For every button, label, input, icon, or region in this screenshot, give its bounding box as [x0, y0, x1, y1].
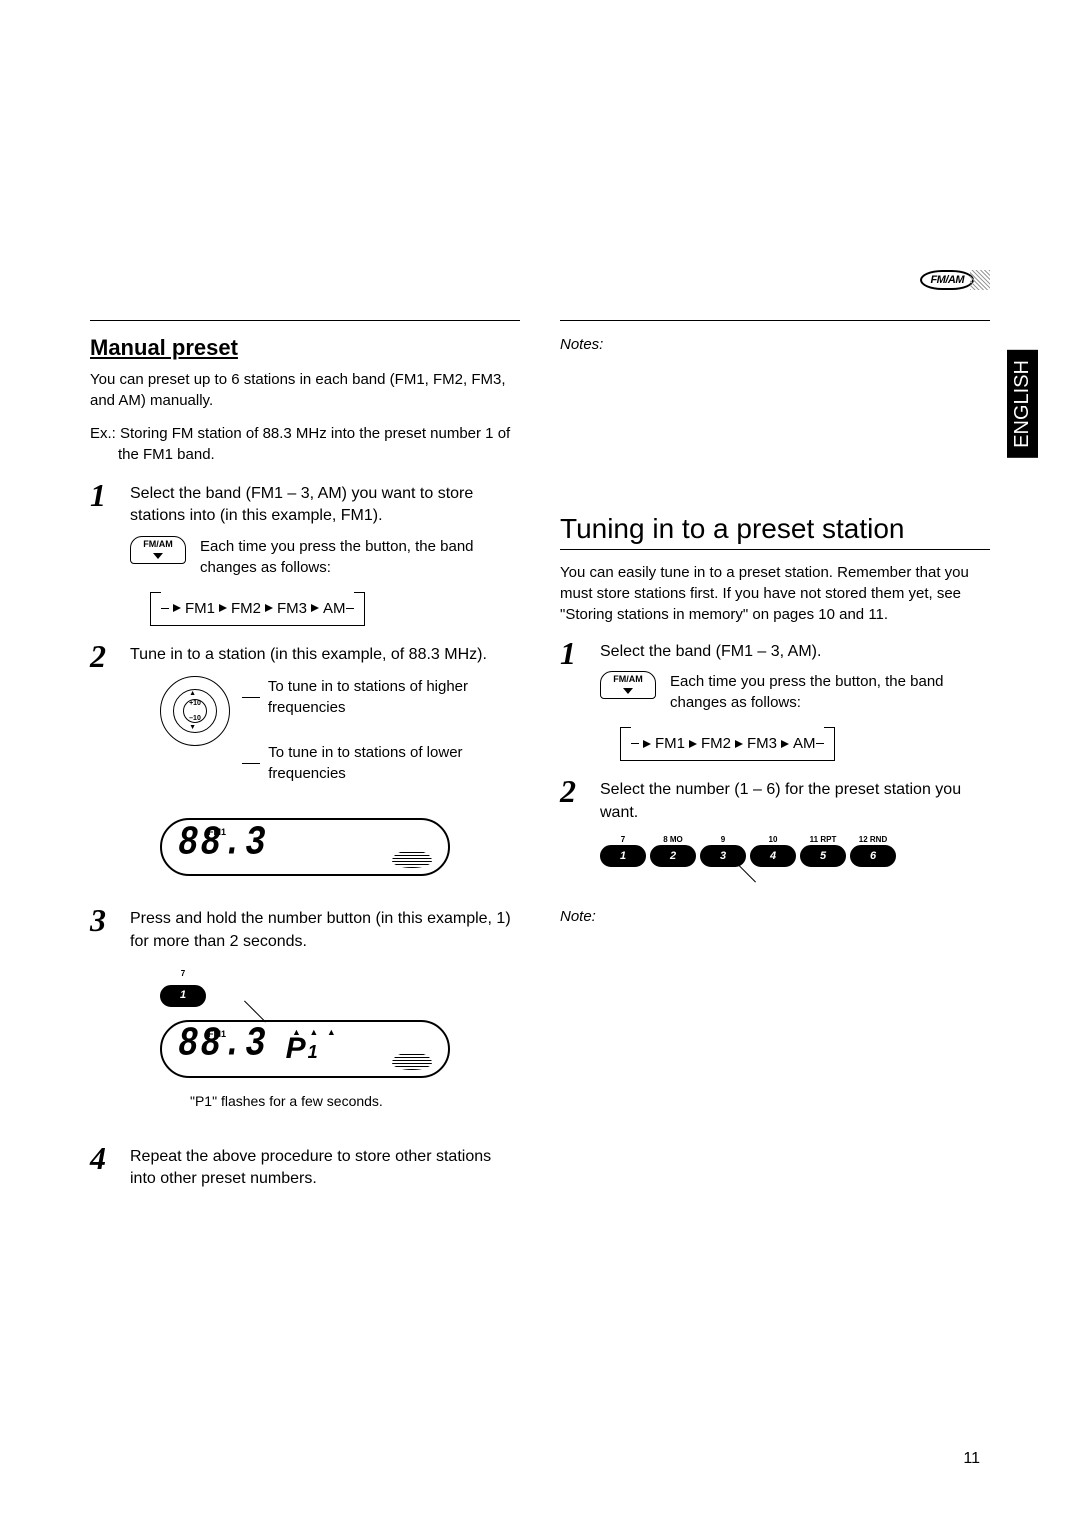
step-body: Press and hold the number button (in thi…	[130, 904, 520, 1127]
step-body: Repeat the above procedure to store othe…	[130, 1142, 520, 1191]
step-body: Select the number (1 – 6) for the preset…	[600, 775, 990, 878]
manual-preset-example: Ex.: Storing FM station of 88.3 MHz into…	[90, 423, 520, 465]
language-tab: ENGLISH	[1007, 350, 1038, 458]
right-column: Notes: Tuning in to a preset station You…	[560, 320, 990, 1204]
note-heading: Note:	[560, 908, 990, 925]
section-divider	[560, 320, 990, 321]
fm-am-button-shape: FM/AM	[600, 671, 656, 699]
step-body: Select the band (FM1 – 3, AM) you want t…	[130, 479, 520, 626]
preset-btn-icon: 5	[800, 845, 846, 867]
button-description-row: FM/AM Each time you press the button, th…	[600, 671, 990, 713]
tuner-knob-icon: ▲+10 –10▼	[160, 676, 230, 746]
preset-btn-icon: 1	[600, 845, 646, 867]
content-columns: Manual preset You can preset up to 6 sta…	[90, 320, 990, 1204]
preset-btn-icon: 2	[650, 845, 696, 867]
step-1: 1 Select the band (FM1 – 3, AM) you want…	[90, 479, 520, 626]
lcd-graphic-icon	[392, 1052, 432, 1070]
preset-top-label: 10	[750, 834, 796, 845]
preset-top-label: 11 RPT	[800, 834, 846, 845]
button-description: Each time you press the button, the band…	[200, 536, 520, 578]
step-text: Tune in to a station (in this example, o…	[130, 646, 487, 663]
flow-item: FM2	[231, 598, 261, 619]
tuning-step-2: 2 Select the number (1 – 6) for the pres…	[560, 775, 990, 878]
lcd-indicator-icon: ▲ ▲ ▲	[292, 1026, 339, 1039]
spacer	[560, 363, 990, 513]
tuner-labels: To tune in to stations of higher frequen…	[242, 676, 520, 808]
lcd-frequency: 88.3	[178, 816, 268, 873]
fm-am-button-icon: FM/AM	[130, 536, 186, 564]
lcd-graphic-icon	[392, 850, 432, 868]
preset-top-label: 9	[700, 834, 746, 845]
preset-btn-top-label: 7	[160, 968, 206, 979]
tuning-intro: You can easily tune in to a preset stati…	[560, 562, 990, 625]
step-body: Select the band (FM1 – 3, AM). FM/AM Eac…	[600, 637, 990, 761]
fm-am-corner-icon: FM/AM	[920, 270, 990, 290]
notes-heading: Notes:	[560, 336, 990, 353]
step-3: 3 Press and hold the number button (in t…	[90, 904, 520, 1127]
lcd-frequency: 88.3	[178, 1018, 268, 1075]
preset-top-label: 8 MO	[650, 834, 696, 845]
preset-btn-icon: 4	[750, 845, 796, 867]
manual-page: FM/AM ENGLISH Manual preset You can pres…	[0, 0, 1080, 1528]
page-number: 11	[963, 1450, 980, 1468]
manual-preset-intro: You can preset up to 6 stations in each …	[90, 369, 520, 411]
flow-item: AM	[793, 733, 816, 754]
preset-button-diagram: 7 1	[160, 961, 520, 1012]
step-body: Tune in to a station (in this example, o…	[130, 640, 520, 890]
higher-freq-label: To tune in to stations of higher frequen…	[268, 676, 520, 718]
fm-am-badge: FM/AM	[920, 270, 974, 290]
lcd-caption: "P1" flashes for a few seconds.	[190, 1092, 520, 1112]
flow-item: FM3	[747, 733, 777, 754]
left-column: Manual preset You can preset up to 6 sta…	[90, 320, 520, 1204]
preset-top-label: 12 RND	[850, 834, 896, 845]
step-number: 4	[90, 1142, 118, 1191]
tuning-section-title: Tuning in to a preset station	[560, 513, 990, 550]
preset-top-label: 7	[600, 834, 646, 845]
step-number: 2	[90, 640, 118, 890]
band-flow-diagram: FM1 FM2 FM3 AM	[620, 727, 990, 761]
manual-preset-title: Manual preset	[90, 335, 520, 361]
step-text: Press and hold the number button (in thi…	[130, 910, 511, 949]
flow-item: AM	[323, 598, 346, 619]
preset-btn-icon: 1	[160, 985, 206, 1007]
fm-am-button-icon: FM/AM	[600, 671, 656, 699]
step-number: 3	[90, 904, 118, 1127]
button-description-row: FM/AM Each time you press the button, th…	[130, 536, 520, 578]
flow-item: FM3	[277, 598, 307, 619]
step-number: 1	[90, 479, 118, 626]
step-text: Select the number (1 – 6) for the preset…	[600, 781, 961, 820]
lower-freq-label: To tune in to stations of lower frequenc…	[268, 742, 520, 784]
preset-btn-icon: 6	[850, 845, 896, 867]
lcd-display: FM1 ▲ ▲ ▲ 88.3 P 1	[160, 1020, 450, 1078]
step-text: Select the band (FM1 – 3, AM).	[600, 643, 821, 660]
section-divider	[90, 320, 520, 321]
step-4: 4 Repeat the above procedure to store ot…	[90, 1142, 520, 1191]
flow-item: FM2	[701, 733, 731, 754]
step-number: 2	[560, 775, 588, 878]
hatching-decoration	[970, 270, 990, 290]
band-flow-diagram: FM1 FM2 FM3 AM	[150, 592, 520, 626]
tuning-step-1: 1 Select the band (FM1 – 3, AM). FM/AM E…	[560, 637, 990, 761]
step-text: Select the band (FM1 – 3, AM) you want t…	[130, 485, 473, 524]
lcd-display: FM1 88.3	[160, 818, 450, 876]
step-number: 1	[560, 637, 588, 761]
flow-item: FM1	[655, 733, 685, 754]
button-description: Each time you press the button, the band…	[670, 671, 990, 713]
flow-item: FM1	[185, 598, 215, 619]
preset-buttons-diagram: 7 8 MO 9 10 11 RPT 12 RND 1 2 3 4	[600, 834, 990, 872]
fm-am-button-shape: FM/AM	[130, 536, 186, 564]
step-2: 2 Tune in to a station (in this example,…	[90, 640, 520, 890]
tuner-knob-diagram: ▲+10 –10▼ To tune in to stations of high…	[160, 676, 520, 808]
step-text: Repeat the above procedure to store othe…	[130, 1148, 491, 1187]
